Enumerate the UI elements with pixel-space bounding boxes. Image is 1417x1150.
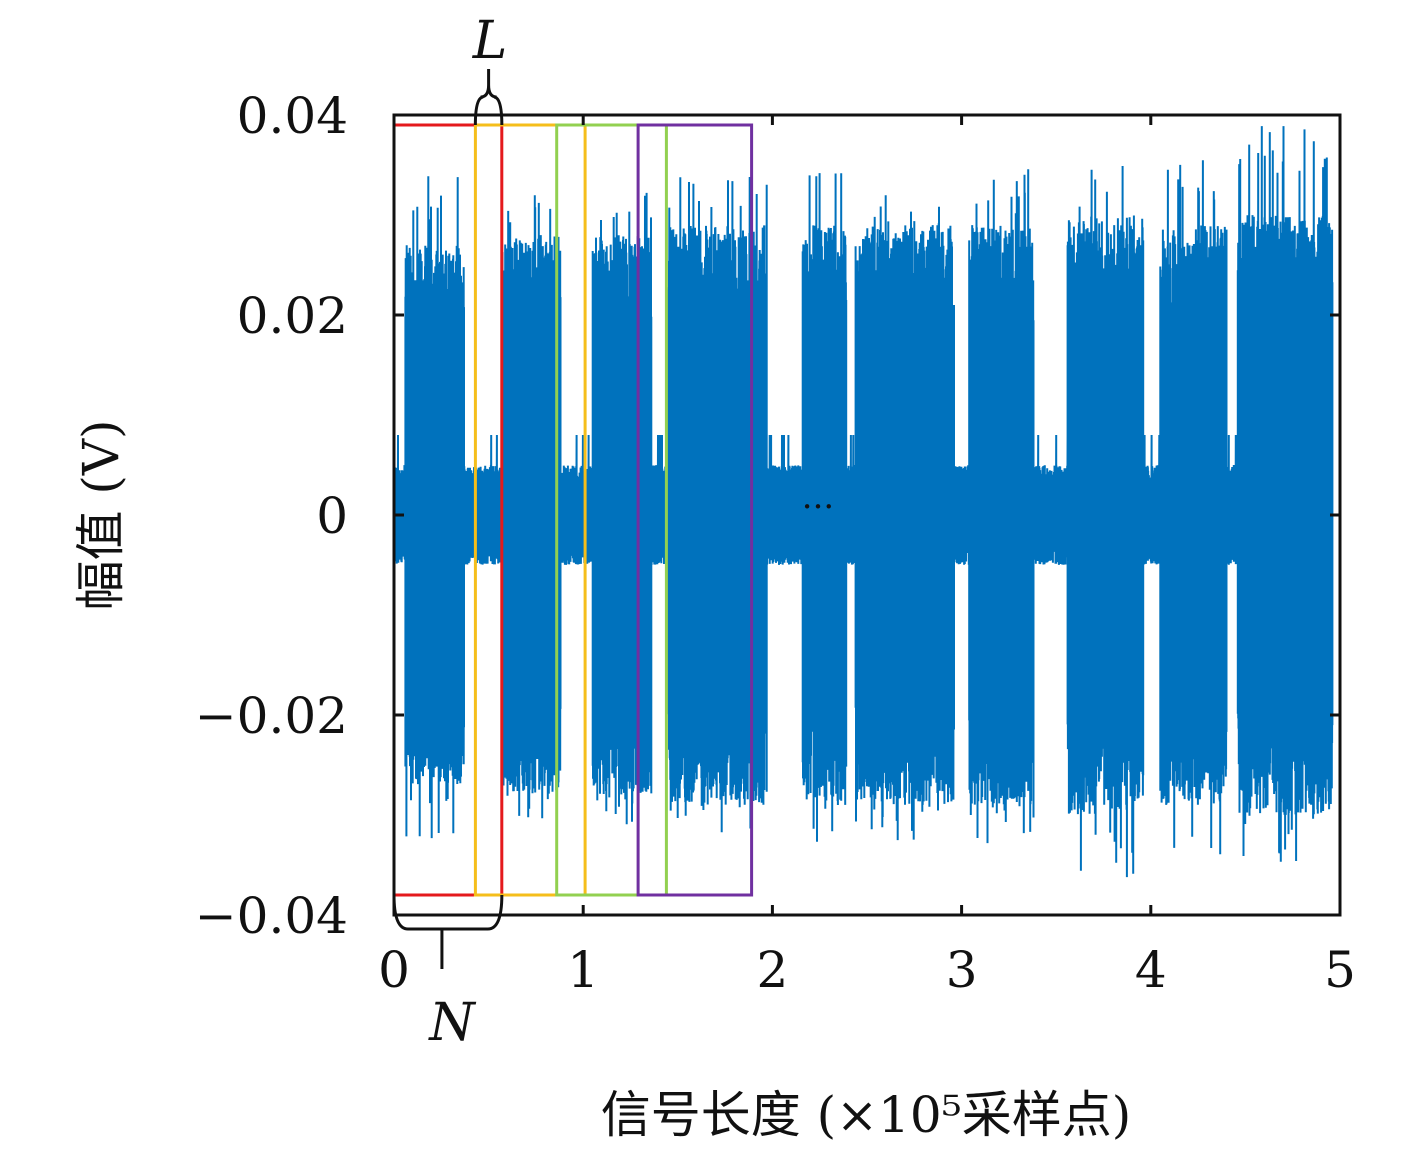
- signal-series-line: [393, 126, 1334, 878]
- x-tick-label: 5: [1324, 941, 1356, 999]
- x-axis-label: 信号长度 (×10⁵采样点): [601, 1086, 1131, 1144]
- tick-layer: 0 1 2 3 4 5 0.04 0.02 0 −0.02 −0.04: [195, 87, 1356, 999]
- y-axis-label: 幅值 (V): [72, 419, 130, 610]
- signal-layer: [393, 126, 1334, 878]
- y-tick-label: 0.04: [237, 87, 348, 145]
- sliding-window-3: [555, 123, 668, 897]
- x-tick-label: 1: [567, 941, 599, 999]
- ellipsis-annotation: ···: [802, 487, 834, 527]
- x-tick-label: 3: [946, 941, 978, 999]
- window-step-brace: [392, 894, 504, 931]
- y-tick-label: −0.04: [195, 887, 348, 945]
- y-tick-label: 0: [316, 487, 348, 545]
- x-tick-label: 0: [378, 941, 410, 999]
- sliding-window-4: [636, 123, 754, 897]
- window-length-label: L: [472, 11, 508, 71]
- brace-layer: [392, 69, 504, 969]
- sliding-window-2: [473, 123, 587, 897]
- y-tick-label: −0.02: [195, 687, 348, 745]
- x-tick-label: 4: [1135, 941, 1167, 999]
- window-step-label: N: [427, 993, 476, 1053]
- x-tick-label: 2: [756, 941, 788, 999]
- y-tick-label: 0.02: [237, 287, 348, 345]
